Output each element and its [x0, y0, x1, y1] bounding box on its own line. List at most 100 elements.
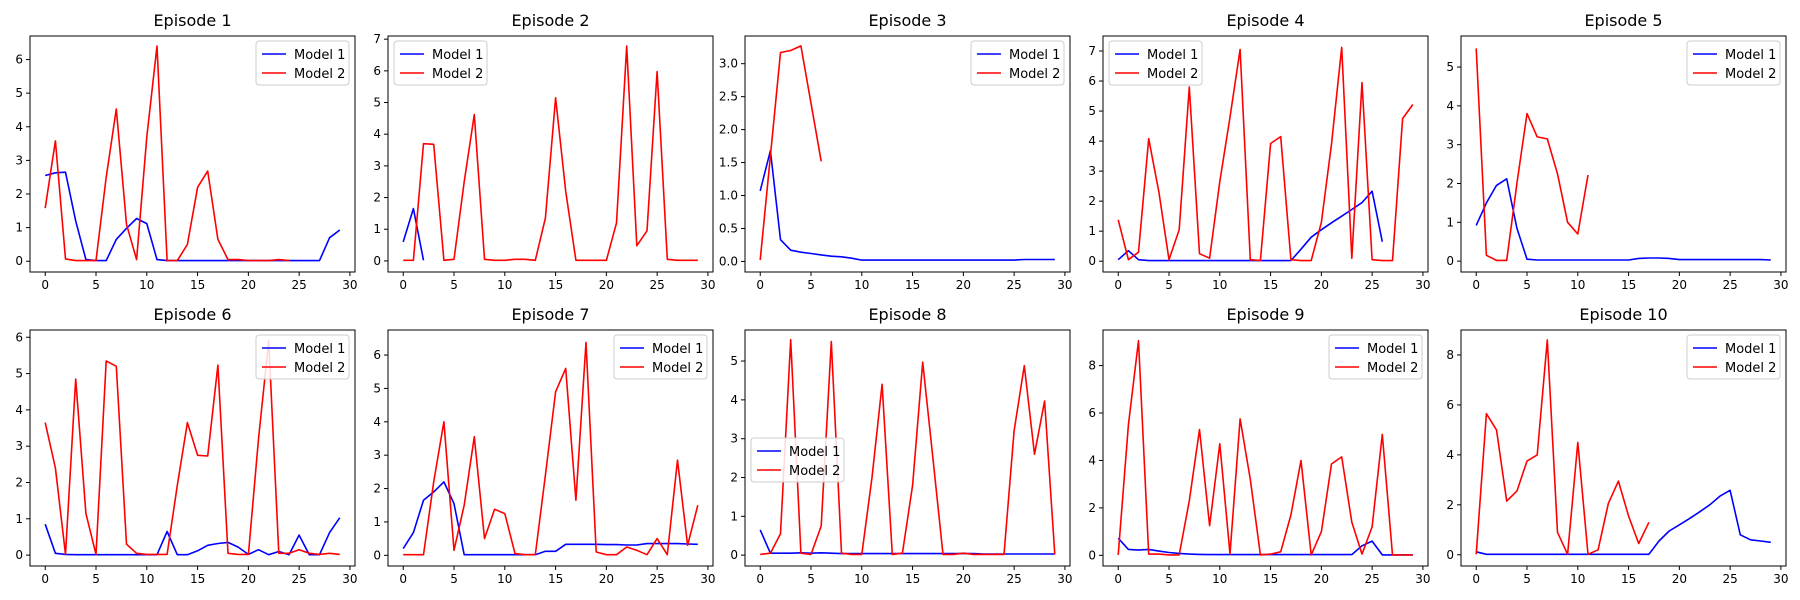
x-tick-label: 30	[1773, 572, 1788, 586]
y-tick-label: 4	[15, 403, 23, 417]
y-tick-label: 0	[1446, 254, 1454, 268]
legend-label: Model 2	[1725, 361, 1776, 376]
x-tick-label: 30	[342, 278, 357, 292]
legend-box	[1328, 334, 1423, 380]
subplot-title: Episode 10	[1579, 305, 1667, 324]
legend-label: Model 1	[1147, 48, 1198, 63]
legend-box	[393, 40, 488, 86]
legend-label: Model 2	[294, 361, 345, 376]
y-tick-label: 8	[1446, 348, 1454, 362]
x-tick-label: 5	[807, 278, 815, 292]
x-tick-label: 15	[1263, 572, 1278, 586]
x-tick-label: 30	[1057, 278, 1072, 292]
x-tick-label: 5	[450, 572, 458, 586]
y-tick-label: 2.0	[719, 123, 738, 137]
legend-box	[613, 334, 708, 380]
x-tick-label: 10	[854, 278, 869, 292]
y-tick-label: 2	[15, 187, 23, 201]
legend-box	[970, 40, 1065, 86]
y-tick-label: 5	[1446, 60, 1454, 74]
subplot-episode-3: Episode 3 0 5 10 15 20 25 30 0.0 0.5 1.0 1.5 2.0 2.5 3…	[719, 11, 1073, 292]
legend: Model 1 Model 2	[613, 334, 708, 380]
series-line-model-2	[1117, 339, 1413, 556]
y-tick-label: 3	[1446, 138, 1454, 152]
y-tick-label: 5	[15, 367, 23, 381]
plot-frame	[387, 329, 714, 567]
y-tick-label: 7	[373, 32, 381, 46]
x-tick-label: 25	[1723, 278, 1738, 292]
x-tick-label: 20	[1314, 572, 1329, 586]
y-tick-label: 0	[1088, 254, 1096, 268]
legend: Model 1 Model 2	[1686, 40, 1781, 86]
series-line-model-2	[1475, 48, 1589, 262]
x-tick-label: 0	[756, 572, 764, 586]
x-tick-label: 5	[450, 278, 458, 292]
series-line-model-2	[759, 45, 822, 261]
series-line-model-1	[402, 481, 698, 556]
legend-label: Model 2	[1725, 67, 1776, 82]
series-line-model-2	[1117, 46, 1414, 262]
y-tick-label: 8	[1088, 359, 1096, 373]
y-tick-label: 1.0	[719, 189, 738, 203]
legend-box	[255, 40, 350, 86]
x-tick-label: 30	[700, 278, 715, 292]
y-tick-label: 2	[373, 482, 381, 496]
series-line-model-1	[1117, 190, 1384, 262]
x-tick-label: 30	[1057, 572, 1072, 586]
x-tick-label: 25	[1365, 278, 1380, 292]
y-tick-label: 1	[730, 509, 738, 523]
x-tick-label: 0	[399, 572, 407, 586]
series-line-model-1	[759, 529, 1055, 555]
x-tick-label: 5	[92, 572, 100, 586]
legend-label: Model 2	[1147, 67, 1198, 82]
plot-frame	[387, 35, 714, 273]
series-line-model-1	[44, 517, 341, 556]
y-tick-label: 4	[373, 127, 381, 141]
x-tick-label: 15	[190, 572, 205, 586]
legend: Model 1 Model 2	[255, 334, 350, 380]
x-tick-label: 15	[190, 278, 205, 292]
legend-label: Model 1	[1725, 48, 1776, 63]
legend-label: Model 1	[1009, 48, 1060, 63]
x-tick-label: 5	[1165, 572, 1173, 586]
plot-frame	[1102, 329, 1429, 567]
y-tick-label: 5	[373, 381, 381, 395]
legend-label: Model 1	[789, 445, 840, 460]
x-tick-label: 25	[292, 278, 307, 292]
plot-frame	[29, 35, 356, 273]
series-line-model-1	[1476, 489, 1771, 556]
legend-label: Model 2	[432, 67, 483, 82]
series-line-model-2	[403, 45, 698, 262]
subplot-episode-9: Episode 9 0 5 10 15 20 25 30 0 2 4 6 8 Model 1 Model 2	[1088, 305, 1430, 586]
series-line-model-1	[759, 149, 1055, 261]
y-tick-label: 2	[1088, 194, 1096, 208]
plot-frame	[29, 329, 356, 567]
x-tick-label: 10	[1212, 278, 1227, 292]
x-tick-label: 5	[807, 572, 815, 586]
legend-label: Model 1	[1367, 342, 1418, 357]
y-tick-label: 3	[1088, 164, 1096, 178]
x-tick-label: 20	[241, 278, 256, 292]
y-tick-label: 0.5	[719, 221, 738, 235]
y-tick-label: 4	[730, 393, 738, 407]
y-tick-label: 4	[373, 415, 381, 429]
y-tick-label: 6	[1446, 398, 1454, 412]
subplot-title: Episode 8	[868, 305, 946, 324]
x-tick-label: 20	[956, 278, 971, 292]
plot-frame	[1102, 35, 1429, 273]
x-tick-label: 15	[1263, 278, 1278, 292]
y-tick-label: 5	[373, 96, 381, 110]
series-line-model-1	[402, 207, 425, 261]
x-tick-label: 30	[1415, 572, 1430, 586]
plot-frame	[744, 329, 1071, 567]
legend: Model 1 Model 2	[750, 437, 845, 483]
legend-label: Model 2	[1009, 67, 1060, 82]
subplot-title: Episode 9	[1226, 305, 1304, 324]
x-tick-label: 25	[1007, 278, 1022, 292]
plot-frame	[744, 35, 1071, 273]
subplot-title: Episode 3	[868, 11, 946, 30]
x-tick-label: 10	[1212, 572, 1227, 586]
